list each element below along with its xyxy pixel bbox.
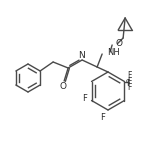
- Text: F: F: [101, 112, 105, 121]
- Text: F: F: [127, 83, 132, 92]
- Text: NH: NH: [108, 47, 120, 56]
- Text: F: F: [82, 94, 87, 103]
- Text: N: N: [78, 50, 85, 60]
- Text: O: O: [116, 39, 123, 48]
- Text: O: O: [60, 82, 67, 91]
- Text: F: F: [127, 71, 132, 80]
- Text: C: C: [125, 79, 130, 84]
- Text: F: F: [127, 77, 132, 86]
